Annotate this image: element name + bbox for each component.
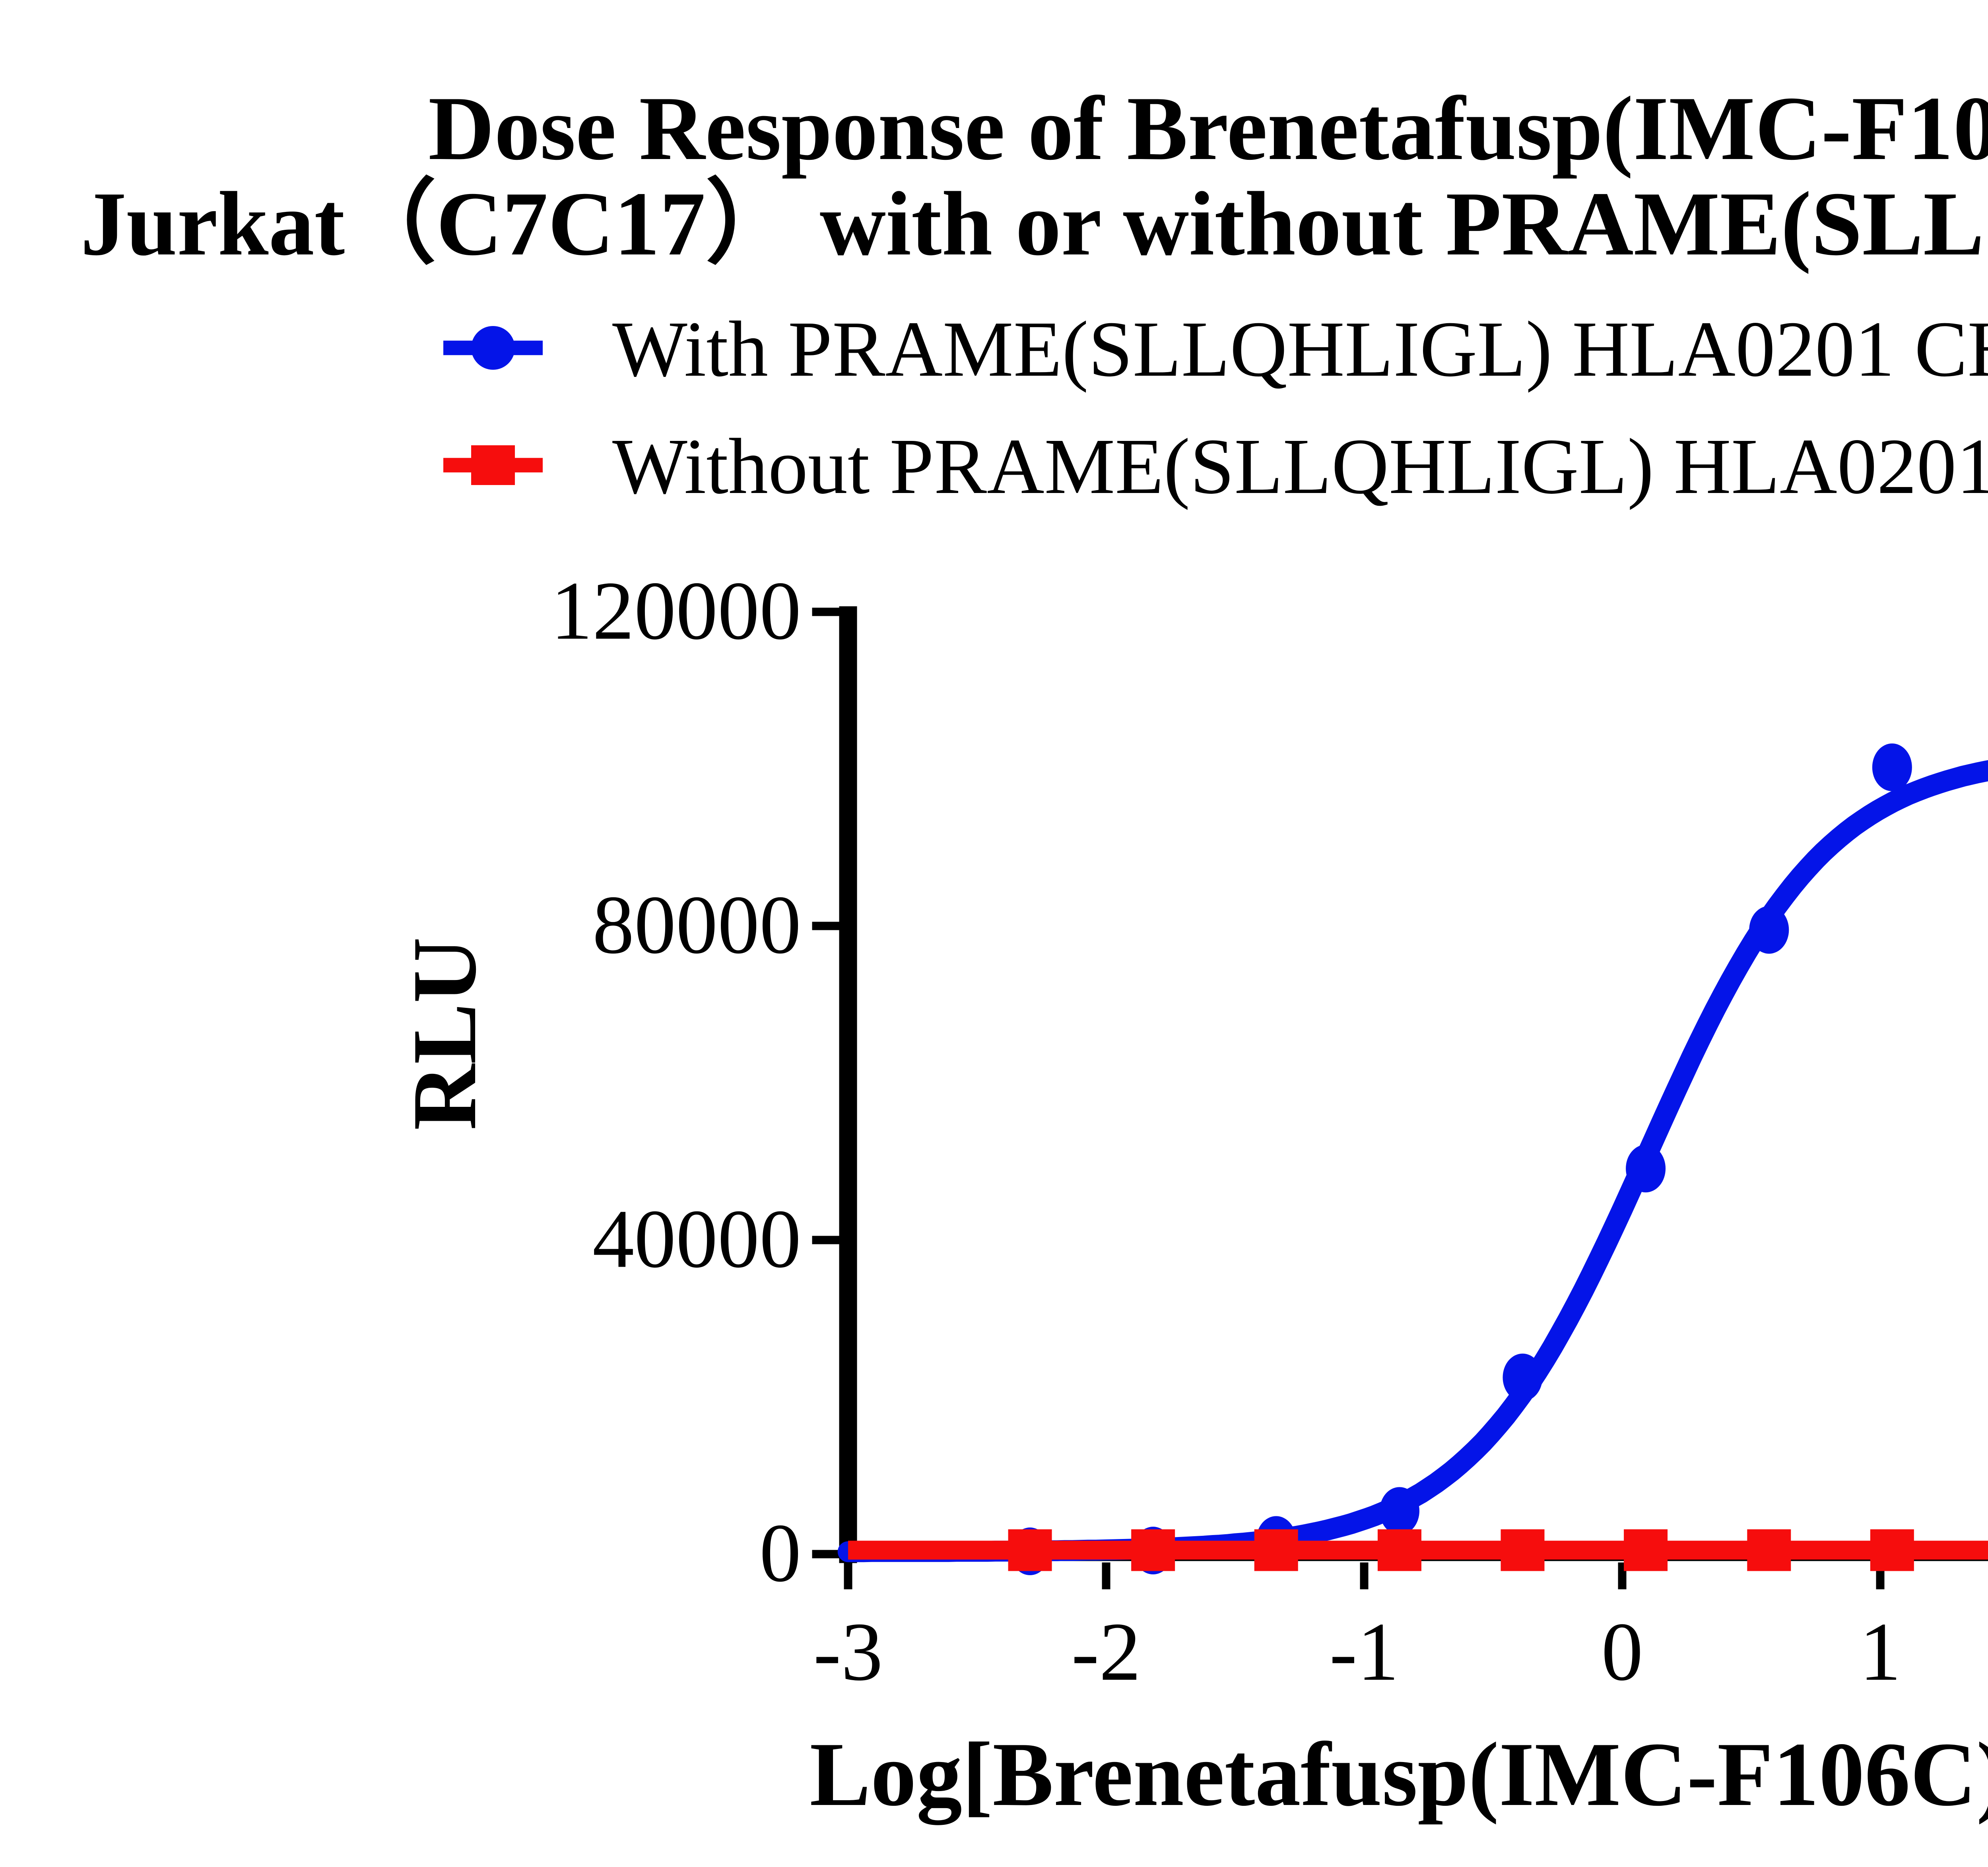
y-tick-label: 0 [759,1507,801,1599]
data-point-without-prame [1747,1529,1791,1571]
x-tick-label: 1 [1859,1606,1901,1698]
data-point-with-prame [1626,1145,1666,1193]
data-point-without-prame [1131,1529,1175,1571]
plot-area [837,743,1988,1576]
x-tick-label: 0 [1601,1606,1643,1698]
legend-item-without-prame: Without PRAME(SLLQHLIGL) HLA0201 CHO, EC… [441,421,1988,510]
legend-label-without-prame: Without PRAME(SLLQHLIGL) HLA0201 CHO, EC… [612,420,1988,510]
y-tick-label: 40000 [592,1193,801,1285]
x-tick-label: -3 [813,1606,883,1698]
y-axis-title: RLU [394,937,495,1130]
x-axis-title: Log[Brenetafusp(IMC-F106C)] ng/ml [810,1723,1988,1825]
data-point-with-prame [1379,1487,1419,1535]
data-point-without-prame [1501,1529,1545,1571]
data-point-with-prame [1872,743,1912,792]
legend-item-with-prame: With PRAME(SLLQHLIGL) HLA0201 CHO, EC50 … [441,303,1988,393]
data-point-without-prame [1870,1529,1914,1571]
y-tick-label: 80000 [592,879,801,971]
legend-circle-glyph [471,326,515,370]
data-point-without-prame [1624,1529,1668,1571]
legend-circle-marker-icon [443,326,543,370]
data-point-with-prame [1749,906,1789,954]
x-tick-label: -1 [1330,1606,1399,1698]
data-point-without-prame [1254,1529,1298,1571]
fit-curve-with-prame [837,760,1988,1562]
data-point-without-prame [1377,1529,1421,1571]
chart-title: Dose Response of Brenetafusp(IMC-F106C) … [0,78,1988,274]
x-tick-label: -2 [1072,1606,1141,1698]
y-tick-label: 120000 [551,565,801,657]
chart-title-line1: Dose Response of Brenetafusp(IMC-F106C) … [428,78,1988,179]
data-point-with-prame [1503,1353,1543,1401]
data-point-without-prame [1008,1529,1052,1571]
chart-title-line2: Jurkat（C7C17） with or without PRAME(SLLQ… [80,173,1988,274]
legend-square-glyph [471,445,515,485]
legend-square-marker-icon [443,445,543,485]
legend-label-with-prame: With PRAME(SLLQHLIGL) HLA0201 CHO, EC50 … [612,303,1988,393]
